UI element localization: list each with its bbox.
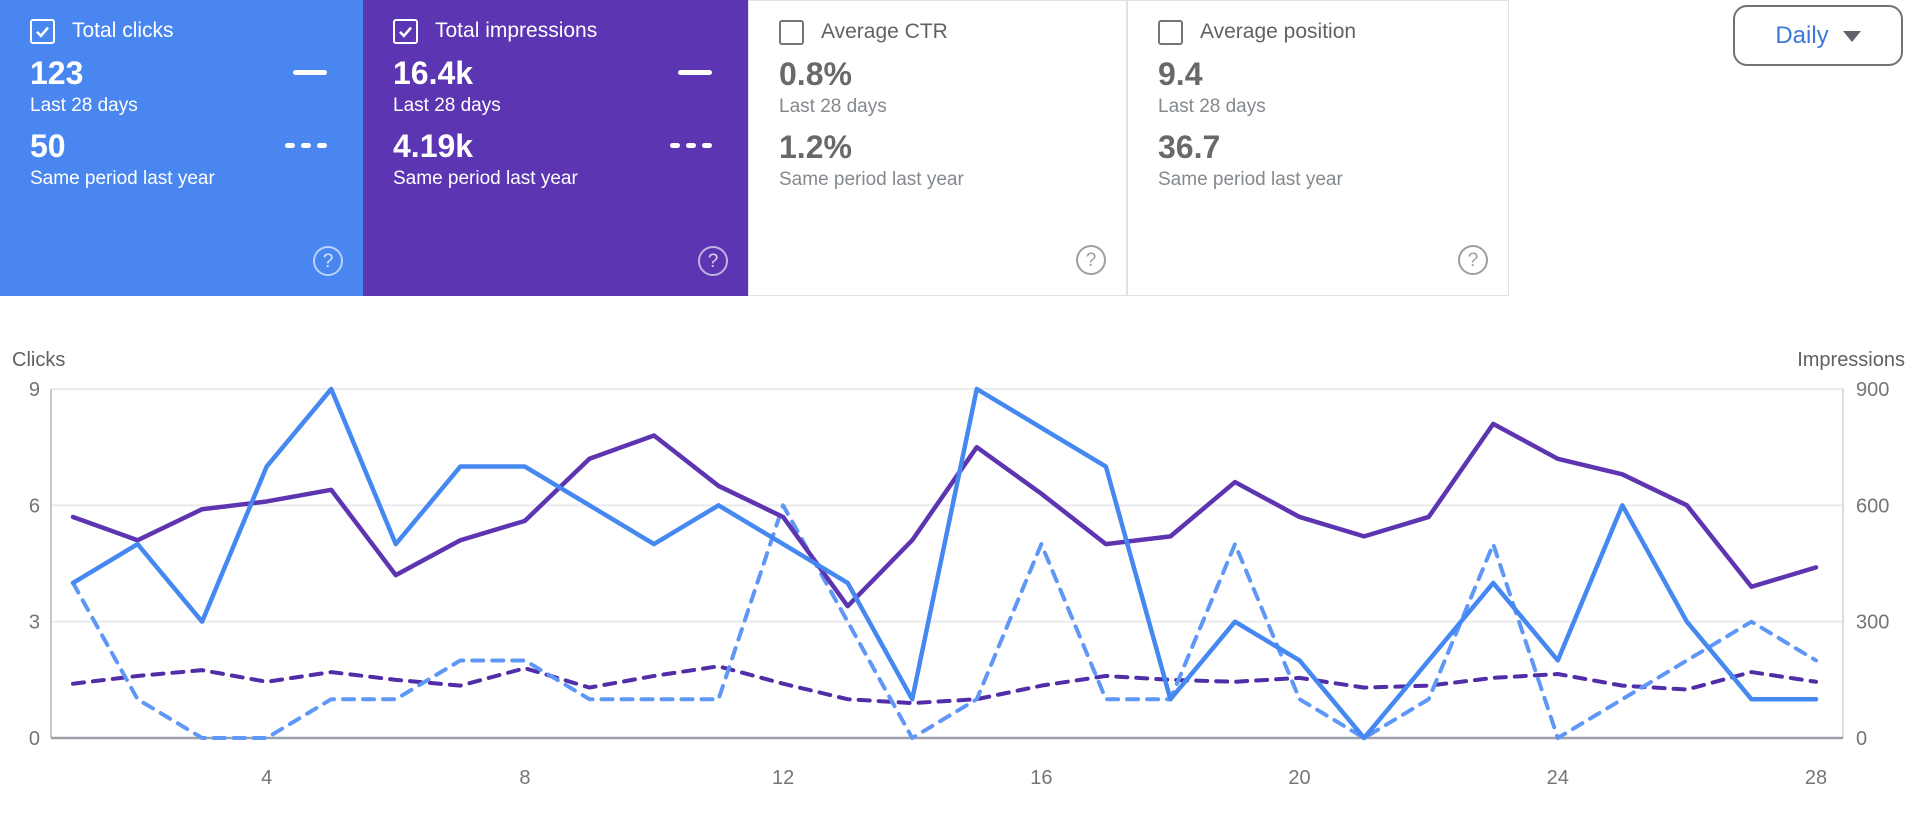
left-axis-tick: 3 (29, 612, 40, 634)
chart-line-solid-clicks (70, 386, 1819, 741)
current-period: Last 28 days (30, 95, 138, 116)
help-icon[interactable]: ? (313, 246, 343, 276)
card-total-clicks[interactable]: Total clicks 123 Last 28 days 50 Same pe… (0, 0, 363, 296)
solid-line-legend-mark (293, 70, 327, 75)
checkbox-unchecked-icon[interactable] (1158, 19, 1183, 45)
chart-line-dashed-clicks (71, 503, 1818, 740)
current-value: 16.4k (393, 55, 474, 91)
card-label: Total clicks (72, 19, 174, 42)
granularity-dropdown[interactable]: Daily (1733, 5, 1903, 66)
dashed-line-legend-mark (670, 143, 712, 148)
performance-chart[interactable]: Clicks Impressions 0 3 6 9 0 300 600 900 4 8 12 16 20 2… (0, 296, 1920, 828)
checkbox-unchecked-icon[interactable] (779, 19, 804, 45)
card-header: Average CTR (779, 17, 1090, 47)
right-axis-tick: 0 (1856, 728, 1867, 750)
card-label: Total impressions (435, 19, 598, 42)
card-label: Average position (1200, 20, 1357, 43)
x-axis-tick: 8 (519, 767, 530, 789)
current-period: Last 28 days (393, 95, 501, 116)
card-header: Total impressions (393, 16, 712, 46)
help-icon[interactable]: ? (1076, 245, 1106, 275)
x-axis-tick: 12 (772, 767, 794, 789)
right-axis-tick: 900 (1856, 379, 1889, 401)
left-axis-tick: 9 (29, 379, 40, 401)
previous-value: 36.7 (1158, 129, 1221, 165)
card-average-position[interactable]: Average position 9.4 Last 28 days 36.7 S… (1127, 0, 1509, 296)
x-axis-tick: 20 (1288, 767, 1310, 789)
solid-line-legend-mark (678, 70, 712, 75)
previous-value: 4.19k (393, 128, 474, 164)
left-axis-tick: 6 (29, 495, 40, 517)
current-value: 123 (30, 55, 84, 91)
left-axis-tick: 0 (29, 728, 40, 750)
previous-period: Same period last year (779, 169, 964, 190)
previous-value: 50 (30, 128, 66, 164)
x-axis-tick: 16 (1030, 767, 1052, 789)
x-axis-tick: 24 (1547, 767, 1569, 789)
right-axis-tick: 600 (1856, 495, 1889, 517)
chart-line-dashed-impressions (71, 664, 1818, 706)
previous-value: 1.2% (779, 129, 852, 165)
current-value: 9.4 (1158, 56, 1203, 92)
previous-period: Same period last year (1158, 169, 1343, 190)
card-average-ctr[interactable]: Average CTR 0.8% Last 28 days 1.2% Same … (748, 0, 1127, 296)
checkbox-checked-icon[interactable] (30, 18, 55, 44)
x-axis-tick: 4 (261, 767, 272, 789)
previous-period: Same period last year (30, 168, 215, 189)
right-axis-tick: 300 (1856, 612, 1889, 634)
current-period: Last 28 days (1158, 96, 1266, 117)
current-value: 0.8% (779, 56, 852, 92)
dashed-line-legend-mark (285, 143, 327, 148)
help-icon[interactable]: ? (1458, 245, 1488, 275)
metric-cards-row: Total clicks 123 Last 28 days 50 Same pe… (0, 0, 1509, 296)
card-total-impressions[interactable]: Total impressions 16.4k Last 28 days 4.1… (363, 0, 748, 296)
help-icon[interactable]: ? (698, 246, 728, 276)
chevron-down-icon (1842, 31, 1861, 42)
right-axis-title: Impressions (1797, 349, 1905, 371)
card-header: Average position (1158, 17, 1472, 47)
card-header: Total clicks (30, 16, 327, 46)
checkbox-checked-icon[interactable] (393, 18, 418, 44)
left-axis-title: Clicks (12, 349, 65, 371)
chart-line-solid-impressions (70, 421, 1819, 609)
card-label: Average CTR (821, 20, 948, 43)
granularity-label: Daily (1775, 21, 1829, 49)
previous-period: Same period last year (393, 168, 578, 189)
current-period: Last 28 days (779, 96, 887, 117)
x-axis-tick: 28 (1805, 767, 1827, 789)
